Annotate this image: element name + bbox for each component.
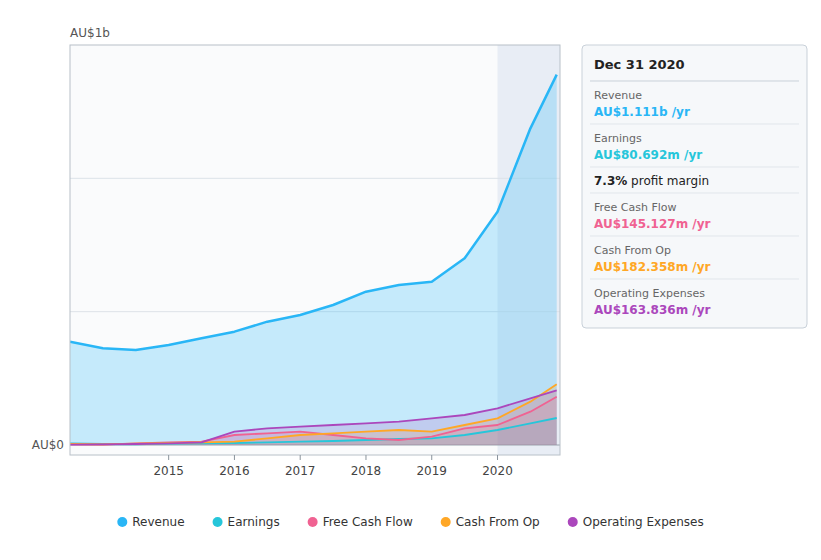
- x-tick: [234, 455, 235, 460]
- x-tick-label: 2016: [219, 464, 250, 478]
- info-box-suffix: profit margin: [627, 174, 709, 188]
- info-box-separator: [590, 236, 799, 237]
- x-tick: [497, 455, 498, 460]
- legend-label: Revenue: [132, 515, 184, 529]
- x-tick-label: 2018: [351, 464, 382, 478]
- info-box-label: Operating Expenses: [594, 287, 705, 300]
- info-box-separator: [590, 193, 799, 194]
- info-box-value: 7.3%: [594, 174, 627, 188]
- x-tick: [300, 455, 301, 460]
- annotation: AU$1b: [70, 26, 110, 40]
- info-box-label: Free Cash Flow: [594, 201, 677, 214]
- info-box-separator: [590, 124, 799, 125]
- annotation: AU$0: [32, 438, 64, 452]
- plot-background: [70, 45, 560, 455]
- info-box-label: Revenue: [594, 89, 642, 102]
- legend-label: Operating Expenses: [583, 515, 704, 529]
- line: [70, 384, 557, 444]
- legend-marker: [441, 517, 451, 527]
- x-tick-label: 2019: [416, 464, 447, 478]
- info-box-label: Earnings: [594, 132, 642, 145]
- chart: 2015 2016 2017 2018 2019 2020 AU$1b AU$0 Dec 31 …: [0, 0, 821, 560]
- legend: Revenue Earnings Free Cash Flow Cash From O…: [117, 515, 703, 529]
- info-box-label: Cash From Op: [594, 244, 671, 257]
- info-box-separator: [590, 279, 799, 280]
- info-box-background: [582, 45, 807, 328]
- info-box-separator: [590, 81, 799, 82]
- plot-area: [70, 45, 560, 455]
- info-box: Dec 31 2020 Revenue AU$1.111b /yr Earnings A…: [582, 45, 807, 328]
- info-box-value: AU$145.127m /yr: [594, 217, 711, 231]
- info-box-title: Dec 31 2020: [594, 57, 685, 72]
- info-box-line: 7.3% profit margin: [594, 174, 709, 188]
- area: [70, 384, 557, 445]
- x-tick: [365, 455, 366, 460]
- x-tick: [431, 455, 432, 460]
- line: [70, 75, 557, 350]
- legend-label: Earnings: [228, 515, 280, 529]
- line: [70, 390, 557, 444]
- x-tick-label: 2015: [153, 464, 184, 478]
- legend-marker: [213, 517, 223, 527]
- x-tick-label: 2017: [285, 464, 316, 478]
- x-tick-label: 2020: [482, 464, 513, 478]
- legend-marker: [117, 517, 127, 527]
- info-box-separator: [590, 167, 799, 168]
- info-box-value: AU$163.836m /yr: [594, 303, 711, 317]
- x-tick: [168, 455, 169, 460]
- area: [70, 390, 557, 445]
- legend-label: Cash From Op: [456, 515, 540, 529]
- grid-line: [70, 178, 560, 179]
- plot-frame: [70, 45, 560, 455]
- info-box-value: AU$182.358m /yr: [594, 260, 711, 274]
- info-box-value: AU$80.692m /yr: [594, 148, 702, 162]
- info-box-value: AU$1.111b /yr: [594, 105, 690, 119]
- area: [70, 75, 557, 445]
- legend-marker: [568, 517, 578, 527]
- legend-label: Free Cash Flow: [323, 515, 413, 529]
- legend-marker: [308, 517, 318, 527]
